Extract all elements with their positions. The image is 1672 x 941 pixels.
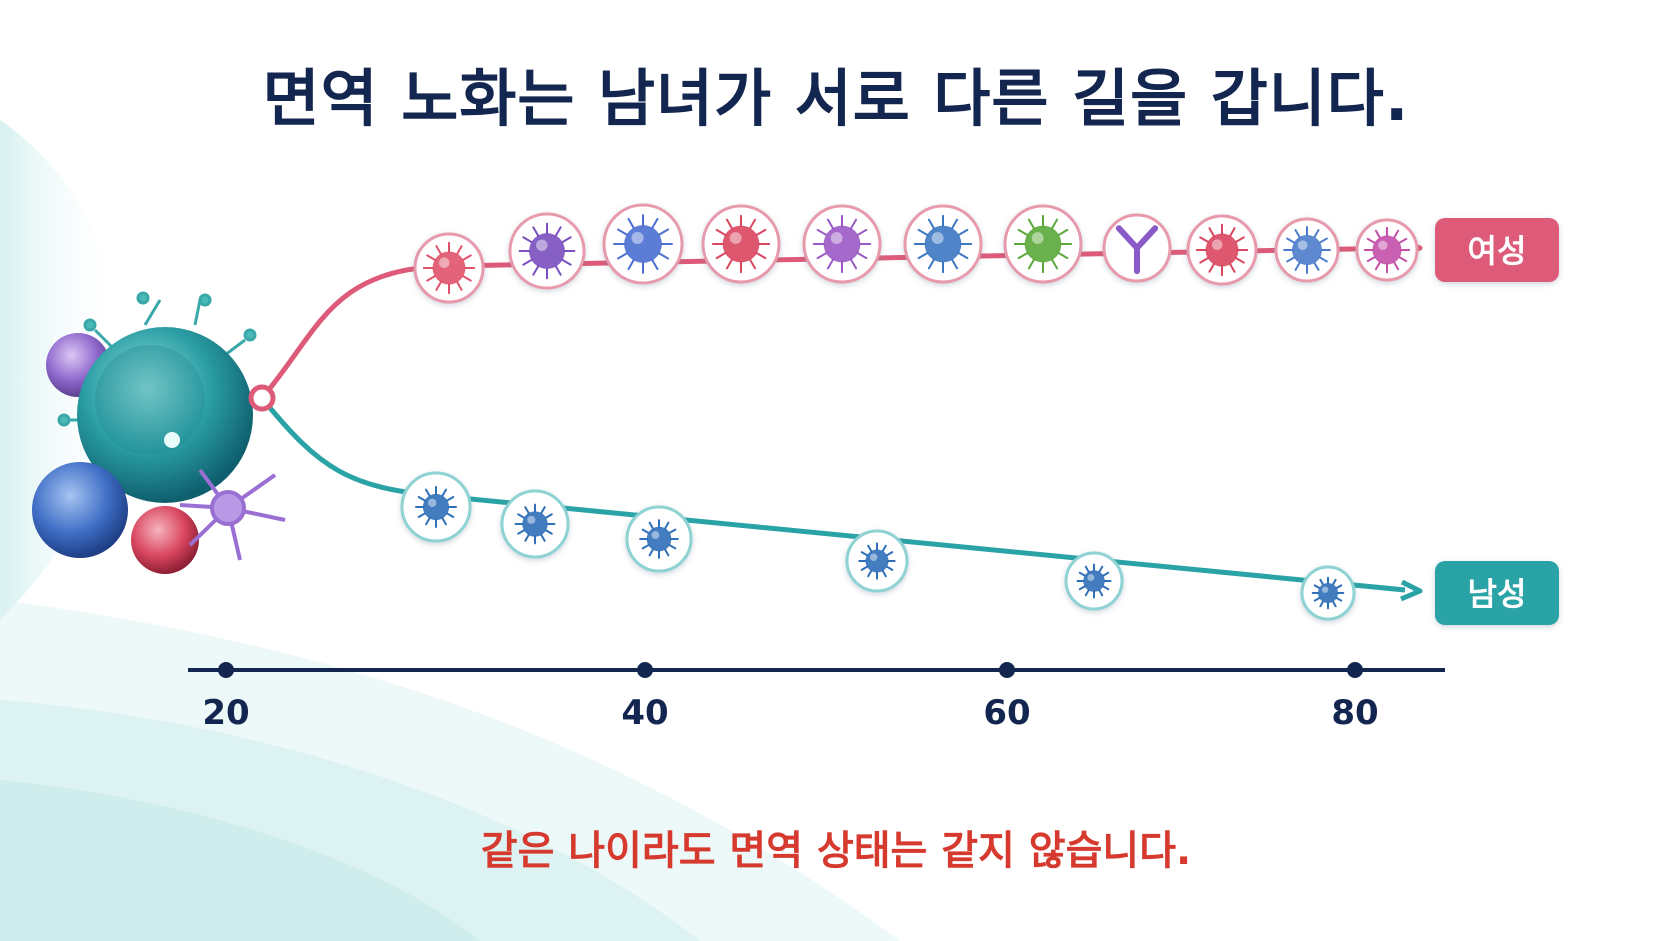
age-tick-dot	[1347, 662, 1363, 678]
female-immune-cell	[602, 203, 684, 285]
age-tick-label: 40	[621, 693, 668, 733]
male-immune-cell	[1300, 565, 1356, 621]
page-title: 면역 노화는 남녀가 서로 다른 길을 갑니다.	[262, 62, 1410, 135]
male-immune-cell	[625, 505, 693, 573]
female-immune-cell	[1186, 214, 1258, 286]
key-message: 같은 나이라도 면역 상태는 같지 않습니다.	[480, 828, 1192, 874]
female-immune-cell	[1274, 217, 1340, 283]
age-tick-dot	[999, 662, 1015, 678]
male-label-badge: 남성	[1435, 561, 1559, 625]
male-immune-cell	[845, 529, 909, 593]
branch-origin-node	[248, 384, 276, 412]
female-immune-cell	[1003, 204, 1083, 284]
age-axis-ticks: 20 40 60 80	[202, 662, 1379, 733]
female-immune-cell	[508, 212, 586, 290]
female-label-badge: 여성	[1435, 218, 1559, 282]
female-cell-row	[413, 203, 1419, 304]
male-label: 남성	[1468, 575, 1527, 613]
age-tick-dot	[637, 662, 653, 678]
female-immune-cell	[1355, 218, 1419, 282]
male-immune-cell	[500, 489, 570, 559]
female-immune-cell	[701, 204, 781, 284]
female-immune-cell	[1102, 213, 1172, 283]
background-waves	[0, 120, 900, 941]
female-immune-cell	[413, 232, 485, 304]
female-immune-cell	[903, 204, 983, 284]
age-tick-label: 20	[202, 693, 249, 733]
purple-dendritic-cell	[179, 468, 286, 561]
male-immune-cell	[400, 471, 472, 543]
male-arrowhead-icon	[1400, 579, 1423, 602]
age-tick-label: 60	[983, 693, 1030, 733]
male-cell-row	[400, 471, 1356, 621]
age-tick-label: 80	[1331, 693, 1378, 733]
female-label: 여성	[1468, 232, 1527, 270]
age-tick-dot	[218, 662, 234, 678]
immune-cell-cluster	[32, 291, 286, 574]
male-immune-cell	[1064, 551, 1124, 611]
female-immune-cell	[802, 204, 882, 284]
